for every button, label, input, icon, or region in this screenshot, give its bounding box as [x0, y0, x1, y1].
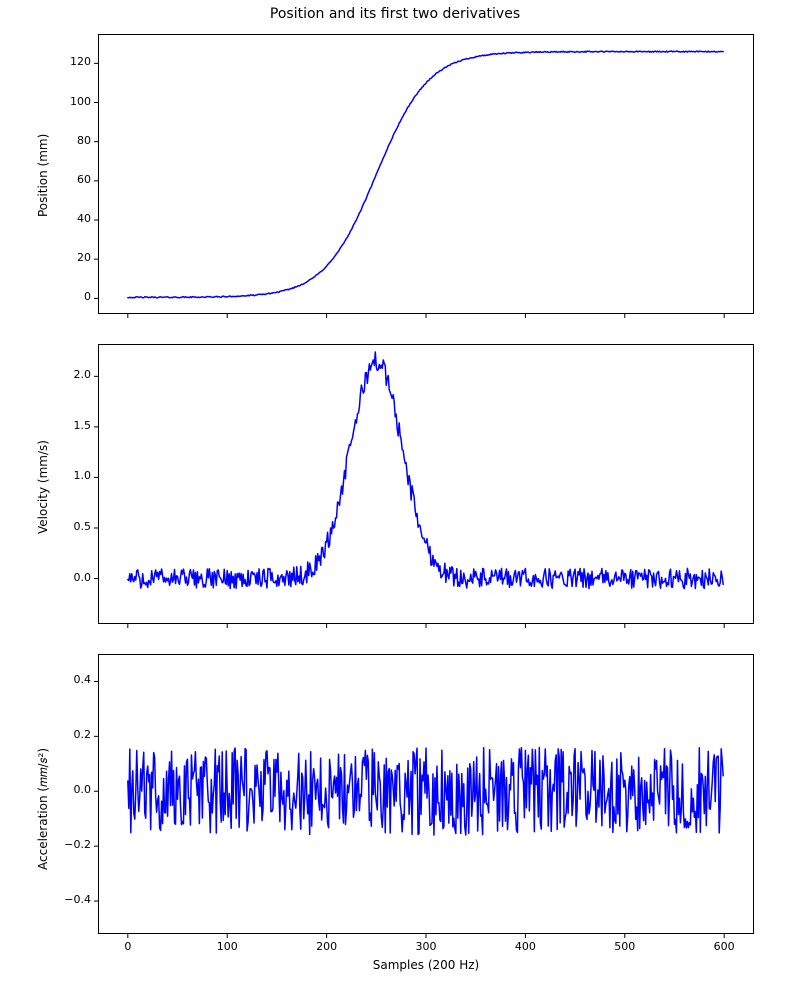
panel-0-svg	[98, 34, 754, 314]
panel-2-series	[128, 747, 723, 835]
panel-1-series	[128, 352, 723, 589]
panel-2-xticklabel-0: 0	[98, 940, 158, 953]
panel-1-yticklabel-3: 1.5	[31, 419, 91, 432]
panel-1-yticklabel-0: 0.0	[31, 571, 91, 584]
panel-2-xticklabel-4: 400	[495, 940, 555, 953]
panel-2-yticklabel-4: 0.4	[31, 673, 91, 686]
xlabel: Samples (200 Hz)	[98, 958, 754, 972]
panel-1-yticklabel-4: 2.0	[31, 368, 91, 381]
panel-2	[98, 654, 754, 934]
panel-2-xticklabel-5: 500	[595, 940, 655, 953]
panel-0-border	[99, 35, 754, 314]
panel-0-yticklabel-5: 100	[31, 95, 91, 108]
panel-0-yticklabel-6: 120	[31, 55, 91, 68]
panel-0	[98, 34, 754, 314]
figure-title: Position and its first two derivatives	[0, 6, 790, 22]
panel-1-ylabel: Velocity (mm/s)	[36, 440, 50, 534]
panel-0-yticklabel-1: 20	[31, 251, 91, 264]
panel-0-ylabel: Position (mm)	[36, 134, 50, 217]
panel-2-svg	[98, 654, 754, 934]
panel-2-xticklabel-3: 300	[396, 940, 456, 953]
panel-2-yticklabel-3: 0.2	[31, 728, 91, 741]
panel-0-yticklabel-0: 0	[31, 290, 91, 303]
panel-2-xticklabel-2: 200	[297, 940, 357, 953]
panel-2-yticklabel-0: −0.4	[31, 893, 91, 906]
panel-2-xticklabel-1: 100	[197, 940, 257, 953]
figure: Position and its first two derivatives 0…	[0, 0, 790, 985]
panel-0-series	[128, 51, 723, 298]
panel-1	[98, 344, 754, 624]
panel-2-ylabel: Acceleration (𝑚𝑚/𝑠²)	[36, 748, 51, 870]
panel-1-svg	[98, 344, 754, 624]
panel-2-xticklabel-6: 600	[694, 940, 754, 953]
